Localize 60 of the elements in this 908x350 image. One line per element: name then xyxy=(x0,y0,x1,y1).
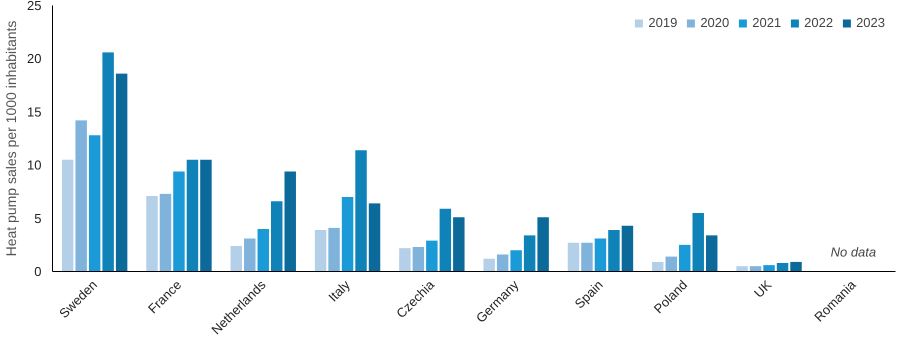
bar xyxy=(426,240,438,272)
bar xyxy=(679,244,690,272)
bar xyxy=(88,135,100,272)
bar xyxy=(581,242,593,272)
bar xyxy=(200,160,212,272)
bar xyxy=(790,262,802,272)
bar xyxy=(62,160,74,272)
legend-label: 2020 xyxy=(700,15,730,30)
bar xyxy=(706,235,718,272)
bar xyxy=(146,196,158,272)
bar xyxy=(160,194,172,272)
bar xyxy=(440,208,452,272)
bar xyxy=(524,235,536,272)
bar xyxy=(622,226,634,272)
x-tick-label: UK xyxy=(750,276,775,301)
y-tick-label: 5 xyxy=(34,210,42,226)
bar xyxy=(453,217,465,272)
bar xyxy=(186,160,198,272)
bar xyxy=(258,228,269,272)
x-tick-label: Italy xyxy=(325,276,354,305)
bar xyxy=(314,230,326,272)
bar xyxy=(328,228,340,272)
annotation: No data xyxy=(830,244,876,260)
bar xyxy=(496,254,508,272)
y-axis-title: Heat pump sales per 1000 inhabitants xyxy=(3,20,20,256)
bar xyxy=(483,258,495,272)
bar xyxy=(692,212,704,272)
bar xyxy=(750,266,762,272)
bar xyxy=(776,262,788,272)
bar xyxy=(399,248,411,272)
bar xyxy=(230,246,242,272)
bar xyxy=(244,238,256,272)
legend-label: 2022 xyxy=(804,15,834,30)
y-tick-label: 0 xyxy=(34,264,42,279)
y-tick-label: 15 xyxy=(27,104,42,120)
bar xyxy=(510,250,522,272)
bar xyxy=(342,197,354,272)
bar xyxy=(284,171,296,272)
bar xyxy=(173,171,185,272)
bar xyxy=(537,217,549,272)
bar xyxy=(763,265,775,272)
y-tick-label: 20 xyxy=(27,51,42,66)
bar xyxy=(666,256,677,272)
y-tick-label: 10 xyxy=(27,158,42,173)
bar xyxy=(271,201,282,272)
bar xyxy=(116,74,128,272)
legend-label: 2023 xyxy=(856,15,885,30)
bar xyxy=(594,238,606,272)
bar xyxy=(355,150,367,272)
y-tick-label: 25 xyxy=(27,0,42,13)
bar xyxy=(568,242,580,272)
bar xyxy=(368,203,380,272)
bar xyxy=(75,120,87,272)
legend-label: 2019 xyxy=(648,15,678,30)
bar xyxy=(102,52,114,272)
legend-label: 2021 xyxy=(752,15,782,30)
bar xyxy=(652,262,664,272)
bar xyxy=(736,266,748,272)
bar xyxy=(608,230,620,272)
bar xyxy=(412,247,424,272)
